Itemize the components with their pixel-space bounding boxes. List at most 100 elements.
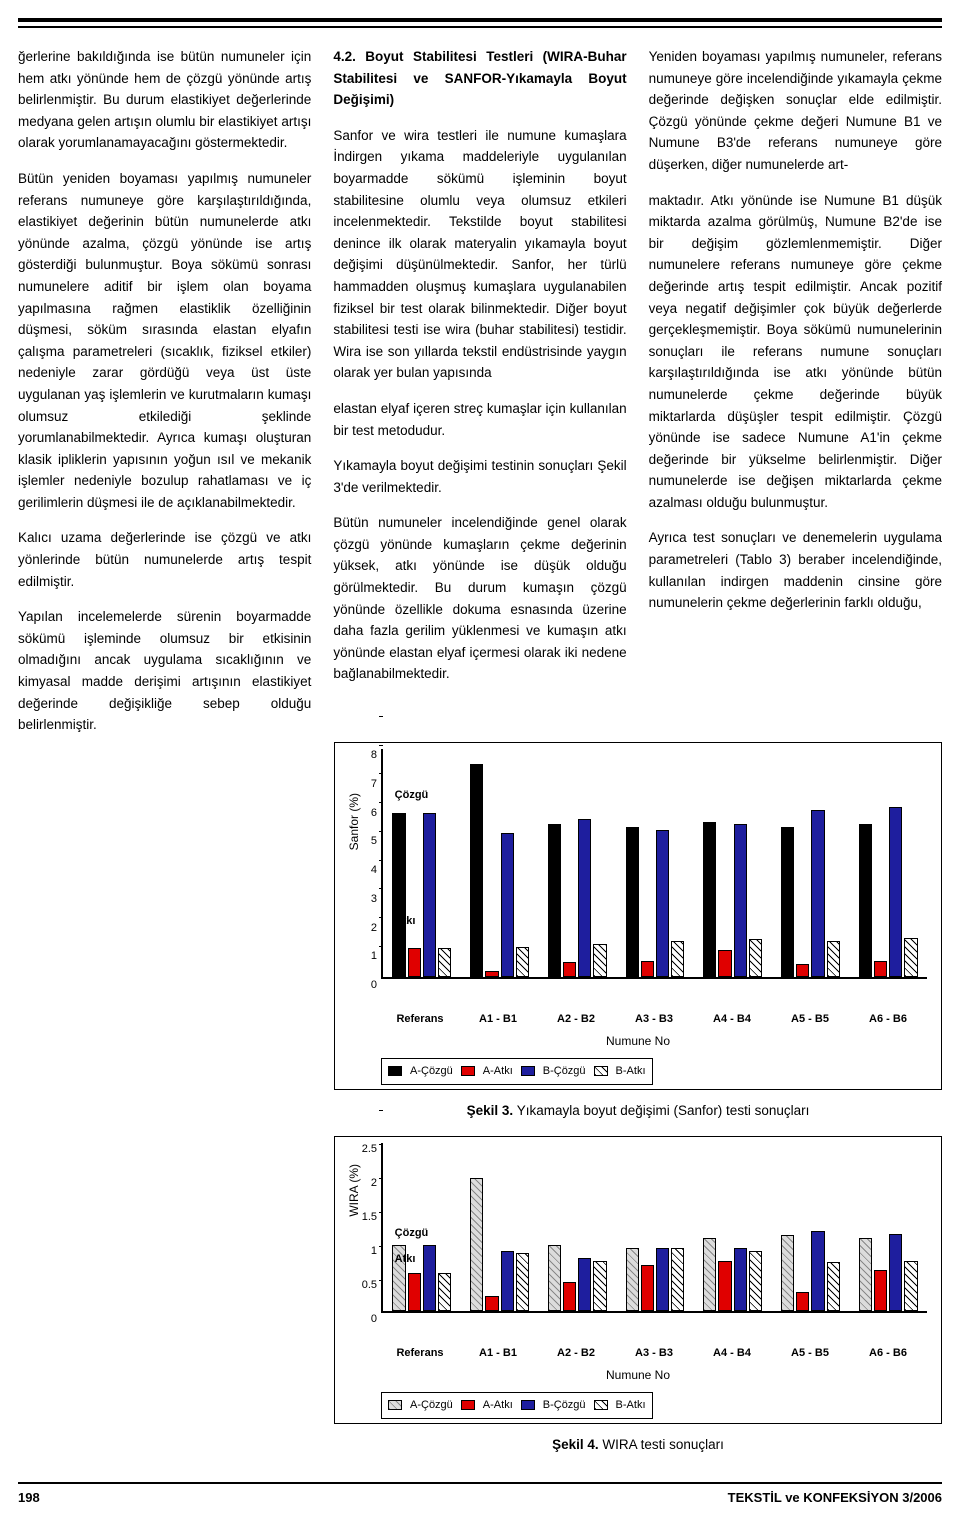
bar-group [538, 819, 616, 977]
bar-group [849, 1234, 927, 1311]
legend-label: A-Atkı [483, 1063, 513, 1081]
bar [563, 962, 576, 976]
bar [485, 971, 498, 977]
ytick-mark [379, 716, 383, 717]
bar-group [383, 813, 461, 977]
xlabel: A3 - B3 [615, 1011, 693, 1029]
bar [593, 1261, 606, 1311]
legend-swatch [521, 1066, 535, 1076]
ytick-label: 0.5 [349, 1277, 377, 1295]
bar [904, 1261, 917, 1311]
xlabel: A1 - B1 [459, 1345, 537, 1363]
xlabel: A2 - B2 [537, 1011, 615, 1029]
bar [578, 819, 591, 977]
legend-label: B-Atkı [616, 1063, 646, 1081]
chart-1-box: Sanfor (%) ÇözgüAtkı012345678 ReferansA1… [334, 742, 942, 1090]
bar-group [694, 1238, 772, 1311]
legend-label: A-Atkı [483, 1397, 513, 1415]
bar [781, 1235, 794, 1311]
xlabel: A4 - B4 [693, 1345, 771, 1363]
ytick-label: 2 [349, 920, 377, 938]
xlabel: A4 - B4 [693, 1011, 771, 1029]
bar [718, 1261, 731, 1311]
xlabel: A1 - B1 [459, 1011, 537, 1029]
chart-2-xaxis-title: Numune No [341, 1366, 935, 1385]
bar-group [538, 1245, 616, 1311]
bar [516, 947, 529, 977]
bar [859, 1238, 872, 1311]
chart-1-caption: Şekil 3. Yıkamayla boyut değişimi (Sanfo… [334, 1100, 942, 1122]
legend-label: A-Çözgü [410, 1397, 453, 1415]
chart-2-box: WIRA (%) ÇözgüAtkı00.511.522.5 ReferansA… [334, 1136, 942, 1424]
chart-1-block: Sanfor (%) ÇözgüAtkı012345678 ReferansA1… [334, 742, 942, 1122]
bar [408, 1273, 421, 1310]
chart-annotation: Atkı [395, 1251, 416, 1269]
legend-swatch [388, 1066, 402, 1076]
chart-1-legend: A-ÇözgüA-AtkıB-ÇözgüB-Atkı [381, 1058, 653, 1086]
legend-label: A-Çözgü [410, 1063, 453, 1081]
top-rule-thin [18, 26, 942, 28]
xlabel: Referans [381, 1345, 459, 1363]
ytick-mark [379, 1212, 383, 1213]
bar [501, 833, 514, 977]
para-9: Yeniden boyaması yapılmış numuneler, ref… [649, 46, 942, 176]
bar [626, 827, 639, 977]
bar-group [694, 822, 772, 977]
ytick-label: 1 [349, 948, 377, 966]
xlabel: A6 - B6 [849, 1011, 927, 1029]
chart-2-xlabels: ReferansA1 - B1A2 - B2A3 - B3A4 - B4A5 -… [381, 1345, 927, 1363]
bar [423, 1245, 436, 1311]
bar [548, 1245, 561, 1311]
para-5: Sanfor ve wira testleri ile numune kumaş… [333, 125, 626, 384]
bar [671, 941, 684, 977]
xlabel: A5 - B5 [771, 1011, 849, 1029]
ytick-mark [379, 1110, 383, 1111]
bar [827, 1262, 840, 1311]
bar [734, 824, 747, 976]
bar [718, 950, 731, 977]
bar [563, 1282, 576, 1311]
chart-2-legend: A-ÇözgüA-AtkıB-ÇözgüB-Atkı [381, 1392, 653, 1420]
chart-plot: ÇözgüAtkı [381, 749, 927, 979]
chart-plot: Çözgü Atkı [381, 1143, 927, 1313]
bar [438, 948, 451, 977]
bar [749, 1251, 762, 1311]
xlabel: A5 - B5 [771, 1345, 849, 1363]
chart-2-caption: Şekil 4. WIRA testi sonuçları [334, 1434, 942, 1456]
bar [392, 813, 405, 977]
bar [578, 1258, 591, 1310]
chart-1-area: Sanfor (%) ÇözgüAtkı012345678 [381, 749, 927, 1009]
ytick-label: 5 [349, 833, 377, 851]
ytick-label: 1 [349, 1243, 377, 1261]
legend-swatch [594, 1066, 608, 1076]
bar [889, 807, 902, 977]
ytick-label: 0 [349, 977, 377, 995]
para-8: Bütün numuneler incelendiğinde genel ola… [333, 512, 626, 685]
ytick-label: 4 [349, 862, 377, 880]
bar [593, 944, 606, 977]
ytick-label: 7 [349, 776, 377, 794]
chart-2-block: WIRA (%) ÇözgüAtkı00.511.522.5 ReferansA… [334, 1136, 942, 1456]
legend-swatch [461, 1066, 475, 1076]
ytick-mark [379, 802, 383, 803]
bar [656, 830, 669, 977]
bar-group [616, 827, 694, 977]
bar [408, 948, 421, 977]
legend-label: B-Çözgü [543, 1397, 586, 1415]
bar [874, 961, 887, 977]
bar [470, 1178, 483, 1311]
chart-annotation: Atkı [395, 913, 416, 931]
bar [641, 1265, 654, 1311]
chart-annotation: Çözgü [395, 1225, 429, 1243]
ytick-label: 2.5 [349, 1141, 377, 1159]
bar [859, 824, 872, 976]
bar [485, 1296, 498, 1311]
text-columns: ğerlerine bakıldığında ise bütün numunel… [18, 46, 942, 736]
bar-group [772, 810, 850, 977]
bar [501, 1251, 514, 1311]
legend-swatch [388, 1400, 402, 1410]
chart-1-caption-bold: Şekil 3. [467, 1103, 514, 1118]
bar [796, 1292, 809, 1310]
bar [781, 827, 794, 977]
ytick-label: 3 [349, 891, 377, 909]
